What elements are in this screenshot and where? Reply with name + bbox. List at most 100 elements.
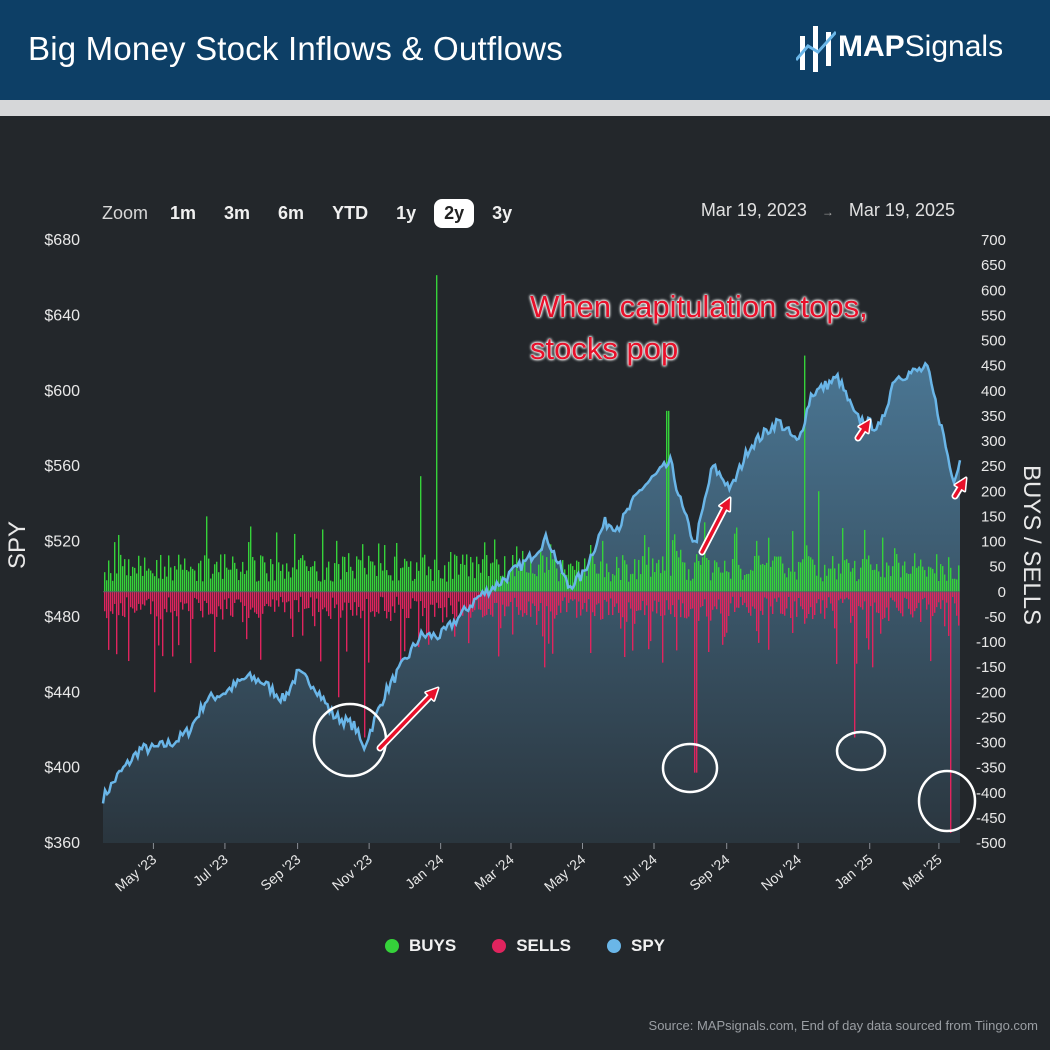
sells-bar — [354, 591, 356, 603]
buys-bar — [460, 563, 462, 592]
buys-bar — [422, 557, 424, 592]
sells-bar — [330, 591, 332, 619]
buys-bar — [516, 546, 518, 592]
buys-bar — [316, 571, 318, 592]
sells-bar — [224, 591, 226, 600]
right-tick-label: 550 — [981, 307, 1006, 324]
highlight-circle — [835, 730, 887, 772]
buys-bar — [554, 559, 556, 592]
buys-bar — [942, 566, 944, 592]
sells-bar — [842, 591, 844, 603]
sells-bar — [606, 591, 608, 602]
buys-bar — [568, 564, 570, 592]
sells-bar — [428, 591, 430, 645]
legend-sells[interactable]: SELLS — [492, 936, 571, 956]
legend-spy[interactable]: SPY — [607, 936, 665, 956]
sells-bar — [320, 591, 322, 662]
sells-bar — [746, 591, 748, 608]
buys-bar — [542, 555, 544, 592]
sells-bar — [760, 591, 762, 611]
zoom-6m-button[interactable]: 6m — [278, 202, 305, 223]
mapsignals-logo-icon — [796, 26, 836, 72]
buys-bar — [112, 580, 114, 592]
legend-buys[interactable]: BUYS — [384, 936, 456, 956]
sells-bar — [536, 591, 538, 625]
sells-bar — [372, 591, 374, 612]
sells-bar — [488, 591, 490, 609]
range-end-input[interactable]: Mar 19, 2025 — [848, 200, 955, 220]
sells-bar — [334, 591, 336, 609]
buys-bar — [164, 566, 166, 592]
buys-bar — [344, 556, 346, 592]
sells-bar — [928, 591, 930, 605]
sells-bar — [440, 591, 442, 609]
buys-bar — [282, 564, 284, 592]
sells-bar — [686, 591, 688, 619]
buys-bar — [792, 531, 794, 592]
sells-bar — [126, 591, 128, 598]
buys-bar — [262, 556, 264, 592]
sells-bar — [116, 591, 118, 655]
sells-bar — [796, 591, 798, 617]
buys-bar — [622, 555, 624, 592]
buys-bar — [688, 569, 690, 592]
sells-bar — [516, 591, 518, 607]
buys-bar — [228, 569, 230, 592]
buys-bar — [690, 580, 692, 592]
sells-bar — [894, 591, 896, 602]
header-bar: Big Money Stock Inflows & Outflows MAPSi… — [0, 0, 1050, 100]
buys-bar — [800, 562, 802, 592]
buys-bar — [322, 529, 324, 592]
buys-bar — [936, 554, 938, 592]
sells-bar — [108, 591, 110, 650]
buys-bar — [646, 564, 648, 592]
sells-bar — [868, 591, 870, 650]
sells-bar — [336, 591, 338, 605]
buys-bar — [134, 567, 136, 592]
sells-bar — [806, 591, 808, 619]
sells-bar — [346, 591, 348, 652]
buys-bar — [570, 563, 572, 592]
buys-bar — [118, 534, 120, 592]
buys-bar — [412, 580, 414, 592]
x-tick-label: Sep '23 — [257, 851, 303, 894]
logo-text-bold: MAP — [838, 30, 905, 63]
buys-bar — [564, 569, 566, 592]
sells-bar — [876, 591, 878, 613]
sells-bar — [860, 591, 862, 608]
zoom-1y-button[interactable]: 1y — [396, 202, 417, 223]
buys-bar — [750, 569, 752, 592]
buys-bar — [498, 564, 500, 592]
buys-bar — [940, 564, 942, 592]
zoom-3m-button[interactable]: 3m — [224, 202, 251, 223]
buys-bar — [730, 578, 732, 592]
buys-bar — [476, 556, 478, 592]
buys-bar — [886, 562, 888, 592]
spy-line — [101, 361, 962, 804]
buys-bar — [810, 557, 812, 592]
buys-bar — [486, 555, 488, 592]
sells-bar — [180, 591, 182, 603]
zoom-2y-button[interactable]: 2y — [434, 198, 475, 228]
left-axis-title: SPY — [4, 521, 31, 569]
buys-bar — [376, 575, 378, 592]
buys-bar — [504, 556, 506, 592]
zoom-ytd-button[interactable]: YTD — [332, 202, 369, 223]
sells-bar — [634, 591, 636, 624]
sells-bar — [242, 591, 244, 623]
sells-bar — [120, 591, 122, 604]
buys-bar — [670, 575, 672, 592]
sells-bar — [266, 591, 268, 604]
buys-bar — [864, 529, 866, 592]
zoom-3y-button[interactable]: 3y — [492, 202, 513, 223]
sells-bar — [728, 591, 730, 617]
buys-bar — [956, 579, 958, 592]
sells-bar — [848, 591, 850, 600]
buys-bar — [388, 575, 390, 592]
zoom-1m-button[interactable]: 1m — [170, 202, 197, 223]
left-tick-label: $520 — [44, 534, 80, 551]
sells-bar — [700, 591, 702, 608]
buys-bar — [536, 576, 538, 592]
sells-bar — [426, 591, 428, 635]
range-start-input[interactable]: Mar 19, 2023 — [700, 200, 807, 220]
